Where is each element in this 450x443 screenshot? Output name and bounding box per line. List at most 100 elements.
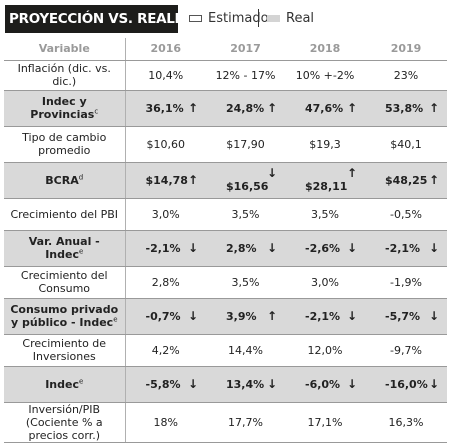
value-cell: ↑ 36,1% — [124, 90, 206, 127]
down-arrow-icon: ↓ — [346, 308, 357, 323]
value-text: 14,4% — [228, 343, 263, 357]
value-cell: ↓ 13,4% — [206, 366, 285, 403]
value-text: 3,0% — [151, 207, 180, 221]
value-text: 24,8% — [226, 101, 265, 115]
value-text: -2,1% — [385, 241, 421, 255]
value-text: $17,90 — [226, 137, 265, 151]
row-label-text: Consumo privado y público - Indec — [10, 303, 119, 329]
value-cell: 2,8% — [124, 266, 206, 299]
value-text: 17,7% — [228, 415, 263, 429]
down-arrow-icon: ↓ — [266, 166, 277, 180]
value-cell: $40,1 — [365, 126, 447, 163]
value-cell: -1,9% — [365, 266, 447, 299]
value-text: 4,2% — [151, 343, 180, 357]
value-cell: ↑ $28,11 — [285, 162, 365, 199]
value-text: 16,3% — [388, 415, 424, 429]
down-arrow-icon: ↓ — [428, 240, 439, 255]
value-text: -5,7% — [385, 309, 421, 323]
value-text: -6,0% — [305, 377, 341, 391]
value-text: -0,7% — [145, 309, 181, 323]
value-cell: ↑ 24,8% — [206, 90, 285, 127]
value-text: $19,3 — [309, 137, 341, 151]
value-text: $40,1 — [390, 137, 422, 151]
value-cell: $17,90 — [206, 126, 285, 163]
row-label-text: Inflación (dic. vs. dic.) — [17, 62, 111, 88]
value-text: 2,8% — [226, 241, 257, 255]
value-text: 3,9% — [226, 309, 257, 323]
value-cell: -0,5% — [365, 198, 447, 231]
value-cell: ↑ 53,8% — [365, 90, 447, 127]
up-arrow-icon: ↑ — [428, 100, 439, 115]
column-header: 2016 — [124, 38, 206, 61]
row-label-text: Indec y Provincias — [30, 95, 95, 121]
down-arrow-icon: ↓ — [187, 308, 198, 323]
table-row: Crecimiento del PBI 3,0% 3,5% 3,5% -0,5% — [4, 198, 447, 231]
title-refs: a, b — [212, 11, 228, 21]
value-cell: ↑ 47,6% — [285, 90, 365, 127]
value-text: 3,5% — [311, 207, 339, 221]
legend-label-estimado: Estimado — [208, 10, 269, 26]
value-cell: ↓ -2,1% — [124, 230, 206, 267]
column-header: 2019 — [365, 38, 447, 61]
value-cell: ↑ $14,78 — [124, 162, 206, 199]
value-cell: 3,5% — [206, 198, 285, 231]
footnote-ref: d — [78, 172, 84, 181]
down-arrow-icon: ↓ — [346, 240, 357, 255]
down-arrow-icon: ↓ — [428, 308, 439, 323]
table-row: Var. Anual - Indece ↓ -2,1% ↓ 2,8% ↓ -2,6% ↓ -2,… — [4, 230, 447, 267]
up-arrow-icon: ↑ — [346, 166, 357, 180]
row-label: Consumo privado y público - Indece — [4, 298, 125, 335]
value-text: 3,5% — [231, 275, 260, 289]
row-label-text: Crecimiento del PBI — [10, 207, 119, 221]
value-text: $16,56 — [226, 180, 269, 193]
table-row: Tipo de cambio promedio $10,60 $17,90 $19,3… — [4, 126, 447, 163]
value-cell: 17,7% — [206, 402, 285, 443]
value-cell: 3,0% — [285, 266, 365, 299]
up-arrow-icon: ↑ — [346, 100, 357, 115]
table-row: Inversión/PIB (Cociente % a precios corr… — [4, 402, 447, 443]
row-label-text: Indec — [45, 377, 79, 391]
value-text: 18% — [153, 415, 178, 429]
value-cell: ↓ 2,8% — [206, 230, 285, 267]
legend-outline-swatch-icon — [189, 14, 202, 22]
up-arrow-icon: ↑ — [266, 308, 277, 323]
value-text: 3,0% — [311, 275, 339, 289]
down-arrow-icon: ↓ — [266, 376, 277, 391]
value-cell: ↓ -2,6% — [285, 230, 365, 267]
row-label-text: Var. Anual - Indec — [28, 235, 100, 261]
table-row: Crecimiento de Inversiones 4,2% 14,4% 12,0%… — [4, 334, 447, 367]
row-label: Var. Anual - Indece — [4, 230, 125, 267]
value-text: -0,5% — [390, 207, 422, 221]
table-row: Indece ↓ -5,8% ↓ 13,4% ↓ -6,0% ↓ -16,0% — [4, 366, 447, 403]
column-header: 2017 — [206, 38, 285, 61]
value-text: -2,1% — [145, 241, 181, 255]
table-header-row: Variable 2016 2017 2018 2019 — [4, 38, 447, 61]
value-cell: 18% — [124, 402, 206, 443]
value-text: -2,1% — [305, 309, 341, 323]
value-cell: ↓ -2,1% — [285, 298, 365, 335]
value-cell: ↓ -0,7% — [124, 298, 206, 335]
value-cell: 17,1% — [285, 402, 365, 443]
down-arrow-icon: ↓ — [346, 376, 357, 391]
value-cell: ↓ -5,8% — [124, 366, 206, 403]
down-arrow-icon: ↓ — [266, 240, 277, 255]
value-text: 10,4% — [148, 68, 184, 82]
value-text: 53,8% — [385, 101, 424, 115]
legend-filled-swatch-icon — [267, 14, 280, 22]
value-cell: 12,0% — [285, 334, 365, 367]
value-text: 3,5% — [231, 207, 260, 221]
up-arrow-icon: ↑ — [428, 172, 439, 187]
value-cell: ↓ -2,1% — [365, 230, 447, 267]
row-label-text: Crecimiento de Inversiones — [22, 337, 107, 363]
legend-estimado: Estimado — [189, 9, 269, 27]
value-text: 12,0% — [307, 343, 343, 357]
footnote-ref: e — [113, 315, 118, 324]
up-arrow-icon: ↑ — [187, 172, 198, 187]
value-text: 2,8% — [151, 275, 180, 289]
legend-real: Real — [267, 9, 314, 27]
down-arrow-icon: ↓ — [187, 240, 198, 255]
row-label: Indece — [4, 366, 125, 403]
value-text: -5,8% — [145, 377, 181, 391]
row-label: Tipo de cambio promedio — [4, 126, 125, 163]
value-text: 36,1% — [145, 101, 184, 115]
